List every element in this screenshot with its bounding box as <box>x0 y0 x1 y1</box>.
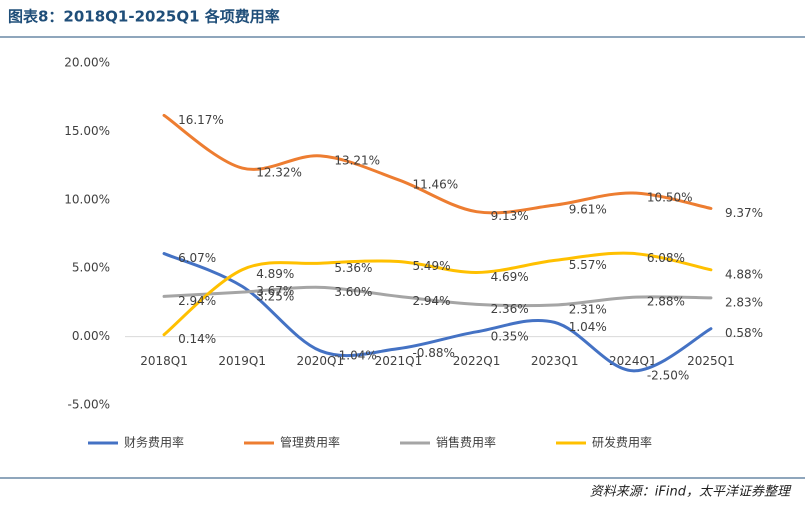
data-label: 16.17% <box>178 113 224 127</box>
data-label: 2.94% <box>412 294 450 308</box>
data-label: 10.50% <box>647 190 693 204</box>
data-label: 0.14% <box>178 332 216 346</box>
chart-title: 图表8：2018Q1-2025Q1 各项费用率 <box>8 8 280 26</box>
series-line <box>162 113 713 215</box>
x-tick-label: 2018Q1 <box>140 354 188 368</box>
data-label: 6.07% <box>178 251 216 265</box>
legend-label: 研发费用率 <box>592 435 652 450</box>
data-label: 9.13% <box>491 209 529 223</box>
data-label: 6.08% <box>647 251 685 265</box>
y-tick-label: 20.00% <box>64 56 110 70</box>
data-label: 4.69% <box>491 270 529 284</box>
x-tick-label: 2024Q1 <box>609 354 657 368</box>
data-label: 4.88% <box>725 267 763 281</box>
data-label: 2.31% <box>569 302 607 316</box>
data-label: 5.57% <box>569 258 607 272</box>
data-label: 13.21% <box>334 153 380 167</box>
data-label: 5.49% <box>412 259 450 273</box>
data-label: 11.46% <box>412 177 458 191</box>
data-label: 2.88% <box>647 295 685 309</box>
x-tick-label: 2022Q1 <box>453 354 501 368</box>
data-label: 2.94% <box>178 294 216 308</box>
data-label: -0.88% <box>412 346 454 360</box>
data-label: 0.58% <box>725 326 763 340</box>
data-label: 3.67% <box>256 284 294 298</box>
data-label: 2.36% <box>491 302 529 316</box>
y-tick-label: 0.00% <box>72 329 110 343</box>
data-label: 2.83% <box>725 295 763 309</box>
x-tick-label: 2020Q1 <box>297 354 345 368</box>
data-label: 3.25% <box>256 290 294 304</box>
data-label: -1.04% <box>334 348 376 362</box>
y-tick-label: 15.00% <box>64 124 110 138</box>
data-label: 9.37% <box>725 206 763 220</box>
y-tick-label: 10.00% <box>64 192 110 206</box>
source-note: 资料来源：iFind，太平洋证券整理 <box>590 485 792 500</box>
legend-label: 财务费用率 <box>124 435 184 450</box>
x-tick-label: 2025Q1 <box>687 354 735 368</box>
series-line <box>162 285 713 308</box>
x-tick-label: 2019Q1 <box>218 354 266 368</box>
data-label: 4.89% <box>256 267 294 281</box>
y-tick-label: 5.00% <box>72 261 110 275</box>
legend-label: 销售费用率 <box>436 435 496 450</box>
x-tick-label: 2021Q1 <box>375 354 423 368</box>
legend-label: 管理费用率 <box>280 435 340 450</box>
data-label: 0.35% <box>491 329 529 343</box>
data-label: 1.04% <box>569 320 607 334</box>
data-label: 3.60% <box>334 285 372 299</box>
data-label: -2.50% <box>647 368 689 382</box>
y-tick-label: -5.00% <box>68 398 110 412</box>
data-label: 9.61% <box>569 203 607 217</box>
data-label: 12.32% <box>256 166 302 180</box>
x-tick-label: 2023Q1 <box>531 354 579 368</box>
series-line <box>162 251 713 337</box>
data-label: 5.36% <box>334 261 372 275</box>
